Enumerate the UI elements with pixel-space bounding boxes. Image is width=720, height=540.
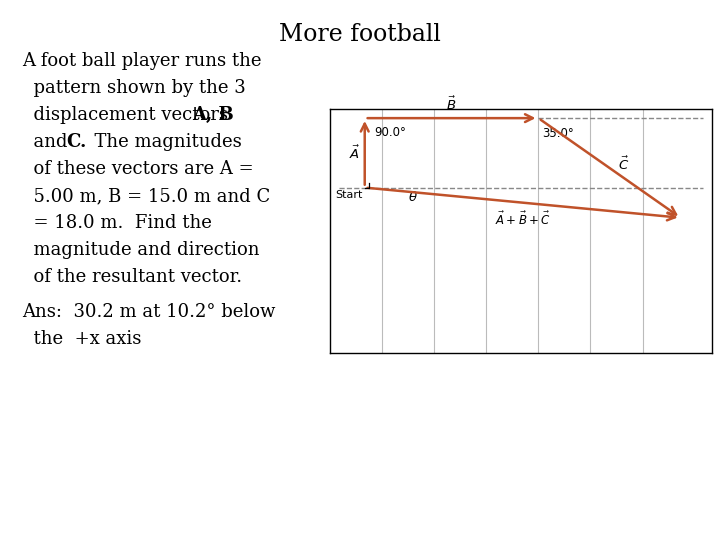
Text: The magnitudes: The magnitudes bbox=[83, 133, 242, 151]
Text: of these vectors are A =: of these vectors are A = bbox=[22, 160, 253, 178]
Text: 90.0°: 90.0° bbox=[374, 125, 406, 139]
Text: $\theta$: $\theta$ bbox=[408, 190, 418, 204]
Text: A, B: A, B bbox=[192, 106, 234, 124]
Text: = 18.0 m.  Find the: = 18.0 m. Find the bbox=[22, 214, 212, 232]
Text: and: and bbox=[22, 133, 73, 151]
Text: 35.0°: 35.0° bbox=[542, 127, 574, 140]
Text: $\vec{B}$: $\vec{B}$ bbox=[446, 96, 456, 113]
Text: $\vec{A}+\vec{B}+\vec{C}$: $\vec{A}+\vec{B}+\vec{C}$ bbox=[495, 211, 551, 228]
Text: Ans:  30.2 m at 10.2° below: Ans: 30.2 m at 10.2° below bbox=[22, 303, 275, 321]
Text: the  +x axis: the +x axis bbox=[22, 330, 141, 348]
Text: 5.00 m, B = 15.0 m and C: 5.00 m, B = 15.0 m and C bbox=[22, 187, 270, 205]
Text: A foot ball player runs the: A foot ball player runs the bbox=[22, 52, 261, 70]
Text: displacement vectors: displacement vectors bbox=[22, 106, 234, 124]
Text: Start: Start bbox=[336, 190, 363, 200]
Text: magnitude and direction: magnitude and direction bbox=[22, 241, 259, 259]
Text: C.: C. bbox=[66, 133, 87, 151]
Text: of the resultant vector.: of the resultant vector. bbox=[22, 268, 242, 286]
Text: More football: More football bbox=[279, 23, 441, 46]
Text: $\vec{C}$: $\vec{C}$ bbox=[618, 156, 629, 173]
Text: pattern shown by the 3: pattern shown by the 3 bbox=[22, 79, 246, 97]
Text: $\vec{A}$: $\vec{A}$ bbox=[348, 144, 359, 161]
